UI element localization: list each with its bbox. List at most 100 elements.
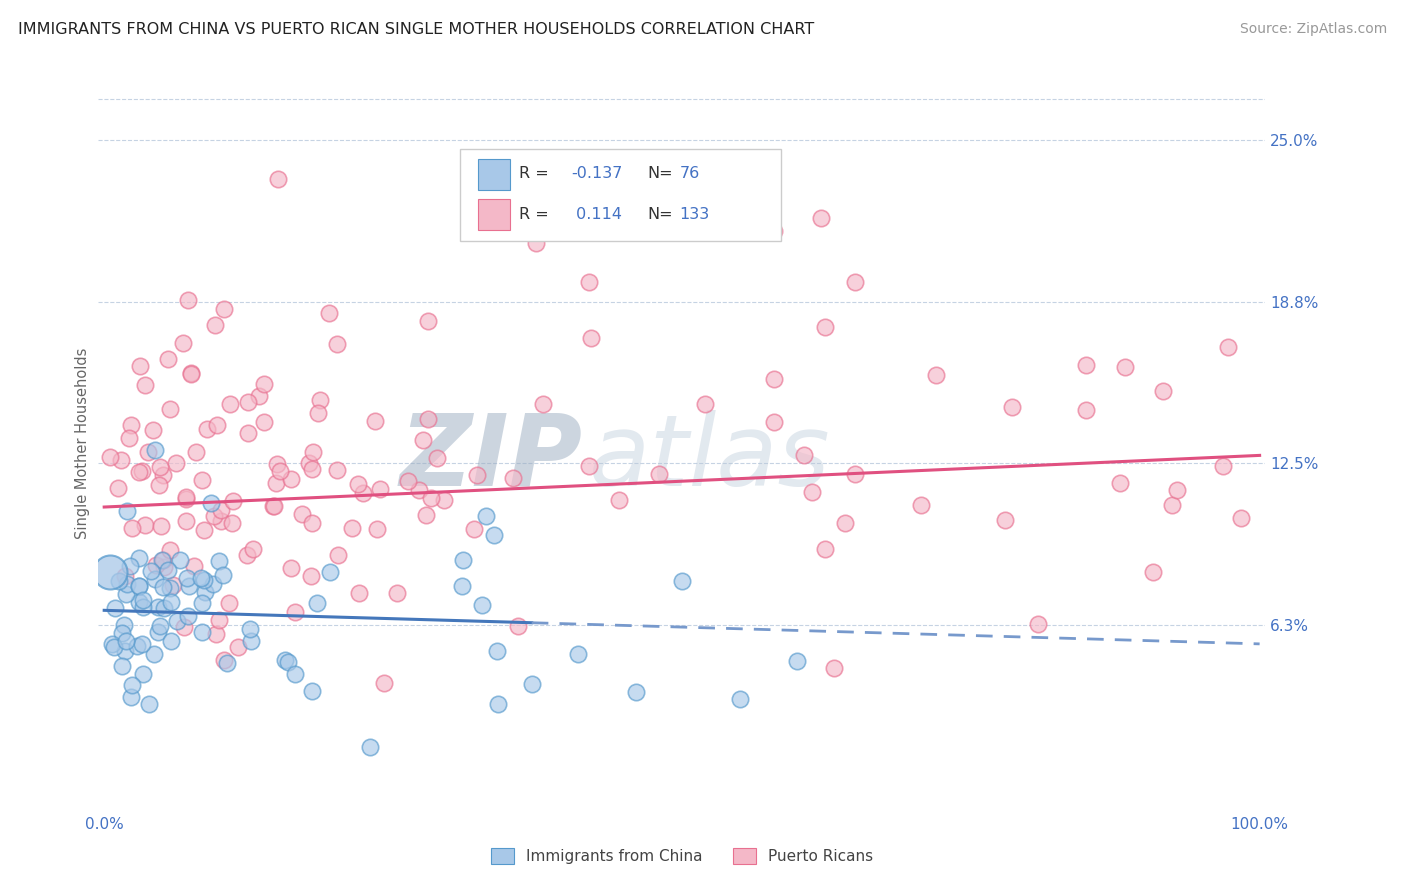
- Point: [266, 172, 288, 186]
- Point: [844, 276, 866, 290]
- Point: [408, 483, 430, 498]
- Point: [269, 464, 291, 478]
- Point: [152, 467, 174, 482]
- Text: R =: R =: [519, 166, 554, 181]
- Point: [284, 666, 307, 681]
- Point: [1142, 565, 1164, 579]
- Point: [419, 491, 441, 506]
- Text: ZIP: ZIP: [399, 410, 582, 507]
- Point: [159, 543, 181, 558]
- Point: [1076, 403, 1098, 417]
- Point: [165, 456, 187, 470]
- Point: [118, 431, 141, 445]
- Point: [352, 486, 374, 500]
- Point: [236, 548, 259, 562]
- Point: [416, 314, 439, 328]
- Point: [159, 581, 181, 595]
- Point: [174, 514, 197, 528]
- Text: 0.114: 0.114: [571, 207, 621, 222]
- Point: [212, 301, 235, 316]
- Point: [132, 667, 155, 681]
- Point: [103, 600, 125, 615]
- Point: [191, 596, 214, 610]
- Point: [143, 443, 166, 458]
- Point: [416, 411, 439, 425]
- Point: [305, 596, 328, 610]
- Point: [451, 579, 474, 593]
- Point: [368, 482, 391, 496]
- Point: [149, 619, 172, 633]
- Point: [671, 574, 693, 588]
- Point: [169, 552, 191, 566]
- Point: [1001, 401, 1024, 415]
- Point: [110, 452, 132, 467]
- Point: [396, 474, 419, 488]
- Point: [128, 579, 150, 593]
- Point: [195, 422, 218, 436]
- Point: [160, 634, 183, 648]
- Point: [1166, 483, 1188, 497]
- Point: [115, 587, 138, 601]
- Point: [173, 620, 195, 634]
- Point: [108, 574, 131, 588]
- Point: [117, 577, 139, 591]
- Point: [111, 659, 134, 673]
- Point: [176, 571, 198, 585]
- Point: [134, 377, 156, 392]
- Point: [160, 594, 183, 608]
- Text: R =: R =: [519, 207, 554, 222]
- Point: [221, 516, 243, 531]
- Point: [763, 371, 786, 385]
- Point: [138, 698, 160, 712]
- Text: -0.137: -0.137: [571, 166, 623, 181]
- Point: [1108, 475, 1130, 490]
- Point: [208, 613, 231, 627]
- Point: [153, 560, 176, 574]
- Point: [763, 224, 786, 238]
- Point: [193, 573, 215, 587]
- Point: [264, 476, 287, 491]
- Point: [148, 477, 170, 491]
- Point: [103, 640, 125, 655]
- Point: [139, 564, 162, 578]
- Point: [115, 633, 138, 648]
- Point: [319, 566, 342, 580]
- Point: [363, 415, 385, 429]
- Point: [177, 608, 200, 623]
- Point: [152, 580, 174, 594]
- Point: [693, 397, 716, 411]
- Point: [567, 647, 589, 661]
- Point: [209, 514, 232, 528]
- Point: [624, 685, 647, 699]
- Point: [578, 276, 600, 290]
- Point: [412, 433, 434, 447]
- Point: [204, 509, 226, 524]
- Point: [180, 368, 202, 382]
- Legend: Immigrants from China, Puerto Ricans: Immigrants from China, Puerto Ricans: [485, 842, 879, 871]
- Point: [120, 690, 142, 705]
- Point: [240, 633, 263, 648]
- Point: [107, 481, 129, 495]
- Point: [1028, 616, 1050, 631]
- Point: [132, 600, 155, 615]
- Point: [152, 601, 174, 615]
- Point: [112, 618, 135, 632]
- Point: [1160, 498, 1182, 512]
- Point: [218, 597, 240, 611]
- Point: [238, 622, 260, 636]
- Point: [648, 467, 671, 482]
- Point: [1074, 358, 1097, 372]
- Point: [307, 406, 329, 420]
- Point: [150, 519, 173, 533]
- Point: [183, 558, 205, 573]
- Point: [131, 464, 153, 478]
- Point: [150, 553, 173, 567]
- Point: [226, 640, 249, 654]
- Point: [174, 491, 197, 506]
- Point: [578, 458, 600, 473]
- Point: [433, 492, 456, 507]
- Point: [373, 675, 395, 690]
- Point: [359, 740, 381, 755]
- Text: Source: ZipAtlas.com: Source: ZipAtlas.com: [1240, 22, 1388, 37]
- Point: [202, 576, 225, 591]
